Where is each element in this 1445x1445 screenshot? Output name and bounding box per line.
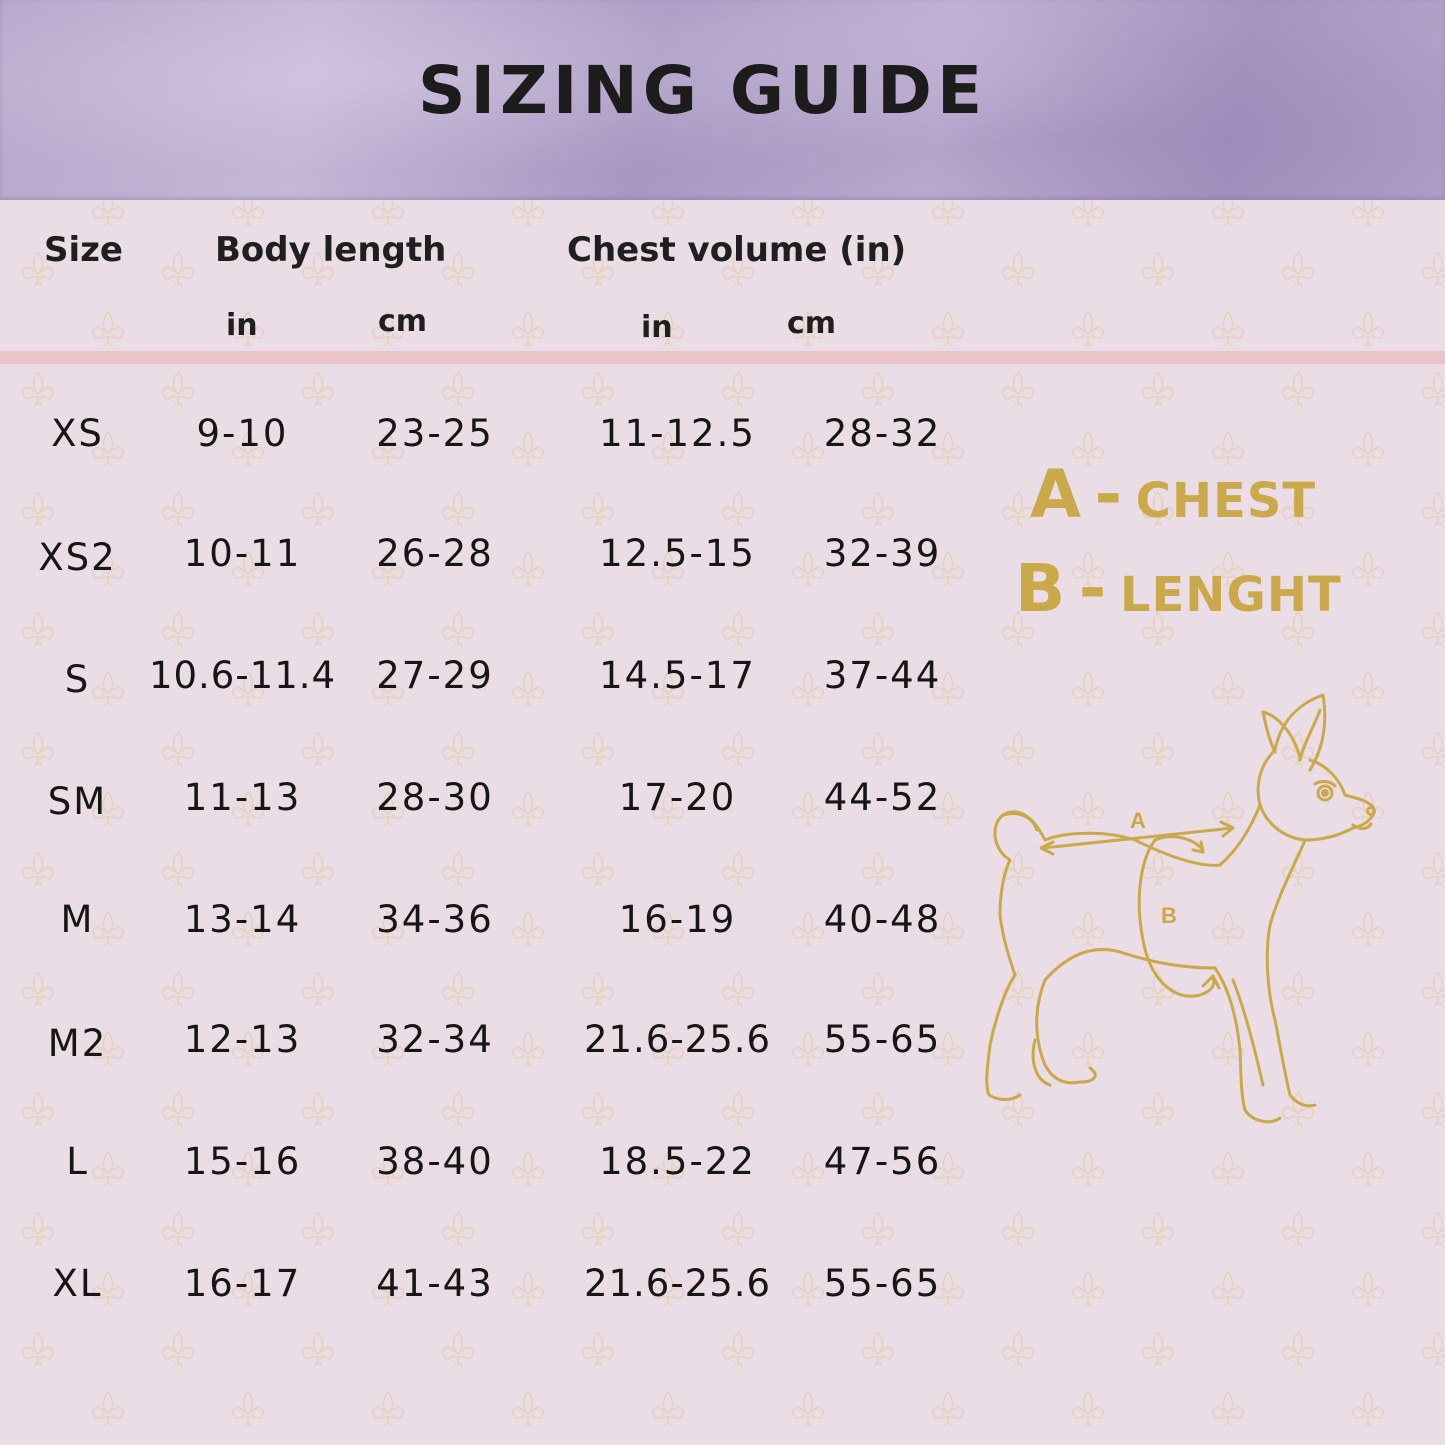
header-body-length: Body length <box>215 230 447 270</box>
table-row: M2 12-13 32-34 21.6-25.6 55-65 <box>0 1018 960 1078</box>
legend-a-letter: A <box>1030 456 1082 533</box>
size-cell: XS2 <box>38 536 117 579</box>
subheader-chest-in: in <box>641 310 673 345</box>
dog-measurement-illustration: A B <box>985 693 1376 1124</box>
chest-in-cell: 21.6-25.6 <box>583 1262 772 1305</box>
chest-in-cell: 21.6-25.6 <box>583 1018 772 1061</box>
header-size: Size <box>44 230 123 270</box>
body-cm-cell: 32-34 <box>376 1018 494 1061</box>
size-cell: SM <box>47 780 108 823</box>
table-row: XL 16-17 41-43 21.6-25.6 55-65 <box>0 1262 960 1322</box>
body-in-cell: 9-10 <box>196 412 289 455</box>
legend-b-text: LENGHT <box>1119 567 1342 623</box>
subheader-body-cm: cm <box>378 304 428 339</box>
body-in-cell: 13-14 <box>183 898 302 941</box>
size-cell: XL <box>52 1262 103 1305</box>
table-row: S 10.6-11.4 27-29 14.5-17 37-44 <box>0 654 960 714</box>
legend-length: B - LENGHT <box>1015 550 1342 627</box>
chest-cm-cell: 44-52 <box>823 776 942 819</box>
size-cell: M <box>60 898 95 941</box>
size-cell: S <box>64 658 91 701</box>
legend-a-dash: - <box>1094 456 1123 533</box>
size-cell: M2 <box>47 1022 108 1065</box>
chest-in-cell: 17-20 <box>618 776 737 819</box>
body-in-cell: 12-13 <box>183 1018 302 1061</box>
body-in-cell: 11-13 <box>183 776 302 819</box>
header-chest-volume: Chest volume (in) <box>567 230 907 270</box>
chest-cm-cell: 47-56 <box>823 1140 942 1183</box>
chest-in-cell: 12.5-15 <box>599 532 756 575</box>
size-cell: L <box>66 1140 89 1183</box>
page-title: SIZING GUIDE <box>417 52 988 129</box>
label-b: B <box>1161 903 1177 928</box>
body-in-cell: 15-16 <box>183 1140 302 1183</box>
body-cm-cell: 41-43 <box>376 1262 494 1305</box>
legend-b-letter: B <box>1015 550 1066 627</box>
chest-in-cell: 11-12.5 <box>599 412 756 455</box>
chest-in-cell: 18.5-22 <box>599 1140 756 1183</box>
legend-chest: A - CHEST <box>1030 456 1316 533</box>
fleur-de-lis-pattern <box>0 200 1445 1445</box>
chest-cm-cell: 37-44 <box>823 654 942 697</box>
body-cm-cell: 38-40 <box>376 1140 494 1183</box>
title-banner <box>0 0 1445 200</box>
table-row: M 13-14 34-36 16-19 40-48 <box>0 898 960 958</box>
body-cm-cell: 34-36 <box>376 898 494 941</box>
body-in-cell: 10-11 <box>183 532 302 575</box>
table-row: XS2 10-11 26-28 12.5-15 32-39 <box>0 532 960 592</box>
chest-cm-cell: 28-32 <box>823 412 942 455</box>
body-cm-cell: 27-29 <box>376 654 494 697</box>
chest-in-cell: 14.5-17 <box>599 654 756 697</box>
label-a: A <box>1130 808 1146 833</box>
body-cm-cell: 26-28 <box>376 532 494 575</box>
subheader-body-in: in <box>226 308 258 343</box>
chest-cm-cell: 32-39 <box>823 532 942 575</box>
body-in-cell: 16-17 <box>183 1262 302 1305</box>
table-row: L 15-16 38-40 18.5-22 47-56 <box>0 1140 960 1200</box>
chest-cm-cell: 55-65 <box>823 1018 942 1061</box>
table-row: XS 9-10 23-25 11-12.5 28-32 <box>0 412 960 472</box>
body-cm-cell: 28-30 <box>376 776 494 819</box>
legend-b-dash: - <box>1078 550 1107 627</box>
table-row: SM 11-13 28-30 17-20 44-52 <box>0 776 960 836</box>
size-cell: XS <box>51 412 104 455</box>
legend-a-text: CHEST <box>1135 473 1317 529</box>
header-divider <box>0 351 1445 364</box>
body-cm-cell: 23-25 <box>376 412 494 455</box>
chest-cm-cell: 55-65 <box>823 1262 942 1305</box>
chest-in-cell: 16-19 <box>618 898 737 941</box>
subheader-chest-cm: cm <box>787 306 837 341</box>
chest-cm-cell: 40-48 <box>823 898 942 941</box>
body-in-cell: 10.6-11.4 <box>148 654 337 697</box>
